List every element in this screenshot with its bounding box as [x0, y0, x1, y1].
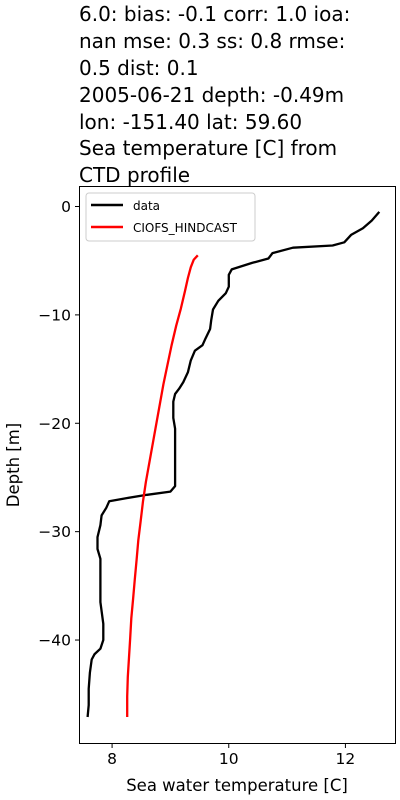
ticks-layer: 8 10 12 0 −10 −20 −30 −40 [38, 198, 355, 768]
legend-box [85, 192, 256, 242]
y-tick-label: −30 [38, 523, 71, 541]
x-axis-label: Sea water temperature [C] [126, 776, 348, 795]
legend: data CIOFS_HINDCAST [85, 192, 256, 242]
title-line: Sea temperature [C] from [79, 136, 337, 160]
title-line: CTD profile [79, 163, 190, 187]
y-tick-label: −40 [38, 632, 71, 650]
plot-frame [79, 186, 396, 744]
y-tick-label: −10 [38, 306, 71, 324]
title-line: 0.5 dist: 0.1 [79, 56, 199, 80]
y-axis-label: Depth [m] [4, 423, 23, 507]
x-tick-label: 10 [219, 750, 239, 768]
title-line: 6.0: bias: -0.1 corr: 1.0 ioa: [79, 2, 350, 26]
y-tick-label: 0 [61, 198, 71, 216]
title-line: lon: -151.40 lat: 59.60 [79, 110, 302, 134]
series-layer [86, 211, 381, 718]
x-tick-label: 12 [336, 750, 356, 768]
series-line-data [86, 211, 381, 718]
title-line: 2005-06-21 depth: -0.49m [79, 83, 344, 107]
y-tick-label: −20 [38, 415, 71, 433]
chart-title: 6.0: bias: -0.1 corr: 1.0 ioa: nan mse: … [79, 2, 350, 187]
legend-label-hindcast: CIOFS_HINDCAST [133, 221, 238, 235]
title-line: nan mse: 0.3 ss: 0.8 rmse: [79, 29, 345, 53]
legend-label-data: data [133, 199, 160, 213]
x-tick-label: 8 [107, 750, 117, 768]
series-line-ciofs-hindcast [126, 254, 199, 717]
